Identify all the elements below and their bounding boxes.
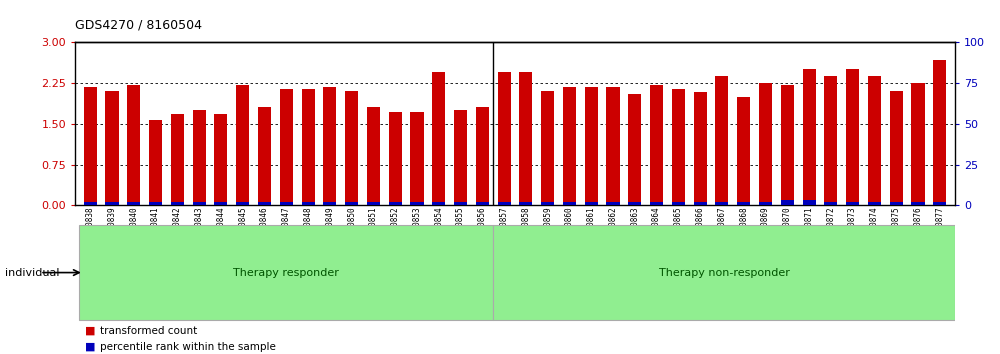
Bar — [476, 107, 489, 205]
Bar — [84, 87, 97, 205]
Bar — [737, 202, 750, 205]
Bar — [563, 87, 576, 205]
Bar — [302, 202, 315, 205]
Text: ■: ■ — [85, 342, 95, 352]
Bar — [171, 202, 184, 205]
Bar — [650, 202, 663, 205]
Bar — [149, 120, 162, 205]
Bar — [302, 88, 315, 205]
Bar — [367, 202, 380, 205]
Bar — [345, 202, 358, 205]
Bar — [258, 202, 271, 205]
Text: Therapy non-responder: Therapy non-responder — [659, 268, 790, 278]
Bar — [715, 202, 728, 205]
Bar — [541, 91, 554, 205]
Bar — [193, 110, 206, 205]
Bar — [280, 202, 293, 205]
Bar — [149, 202, 162, 205]
Bar — [236, 85, 249, 205]
Bar — [498, 202, 511, 205]
Bar — [628, 202, 641, 205]
Bar — [79, 225, 493, 320]
Bar — [933, 202, 946, 205]
Text: individual: individual — [5, 268, 60, 278]
Bar — [127, 202, 140, 205]
Bar — [323, 202, 336, 205]
Bar — [672, 202, 685, 205]
Bar — [476, 202, 489, 205]
Bar — [737, 97, 750, 205]
Bar — [519, 202, 532, 205]
Bar — [911, 202, 925, 205]
Bar — [193, 202, 206, 205]
Bar — [280, 88, 293, 205]
Bar — [824, 76, 837, 205]
Bar — [628, 94, 641, 205]
Bar — [585, 87, 598, 205]
Bar — [410, 112, 424, 205]
Bar — [432, 202, 445, 205]
Bar — [432, 72, 445, 205]
Bar — [454, 202, 467, 205]
Bar — [606, 202, 620, 205]
Bar — [563, 202, 576, 205]
Bar — [367, 107, 380, 205]
Bar — [389, 202, 402, 205]
Bar — [759, 202, 772, 205]
Bar — [498, 72, 511, 205]
Bar — [214, 114, 227, 205]
Bar — [127, 85, 140, 205]
Bar — [911, 83, 925, 205]
Bar — [105, 202, 119, 205]
Bar — [694, 92, 707, 205]
Bar — [606, 87, 620, 205]
Bar — [781, 200, 794, 205]
Bar — [105, 91, 119, 205]
Bar — [258, 107, 271, 205]
Bar — [846, 69, 859, 205]
Text: ■: ■ — [85, 326, 95, 336]
Bar — [214, 202, 227, 205]
Bar — [715, 76, 728, 205]
Bar — [890, 202, 903, 205]
Bar — [650, 85, 663, 205]
Bar — [672, 88, 685, 205]
Bar — [846, 202, 859, 205]
Bar — [585, 202, 598, 205]
Bar — [759, 83, 772, 205]
Bar — [890, 91, 903, 205]
Bar — [694, 202, 707, 205]
Bar — [933, 60, 946, 205]
Bar — [389, 112, 402, 205]
Text: GDS4270 / 8160504: GDS4270 / 8160504 — [75, 19, 202, 32]
Bar — [781, 85, 794, 205]
Text: transformed count: transformed count — [100, 326, 197, 336]
Bar — [84, 202, 97, 205]
Bar — [519, 72, 532, 205]
Bar — [868, 202, 881, 205]
Bar — [345, 91, 358, 205]
Bar — [803, 200, 816, 205]
Bar — [410, 202, 424, 205]
Bar — [171, 114, 184, 205]
Bar — [236, 202, 249, 205]
Bar — [493, 225, 955, 320]
Bar — [323, 87, 336, 205]
Bar — [454, 110, 467, 205]
Bar — [803, 69, 816, 205]
Bar — [868, 76, 881, 205]
Text: Therapy responder: Therapy responder — [233, 268, 339, 278]
Text: percentile rank within the sample: percentile rank within the sample — [100, 342, 276, 352]
Bar — [541, 202, 554, 205]
Bar — [824, 202, 837, 205]
